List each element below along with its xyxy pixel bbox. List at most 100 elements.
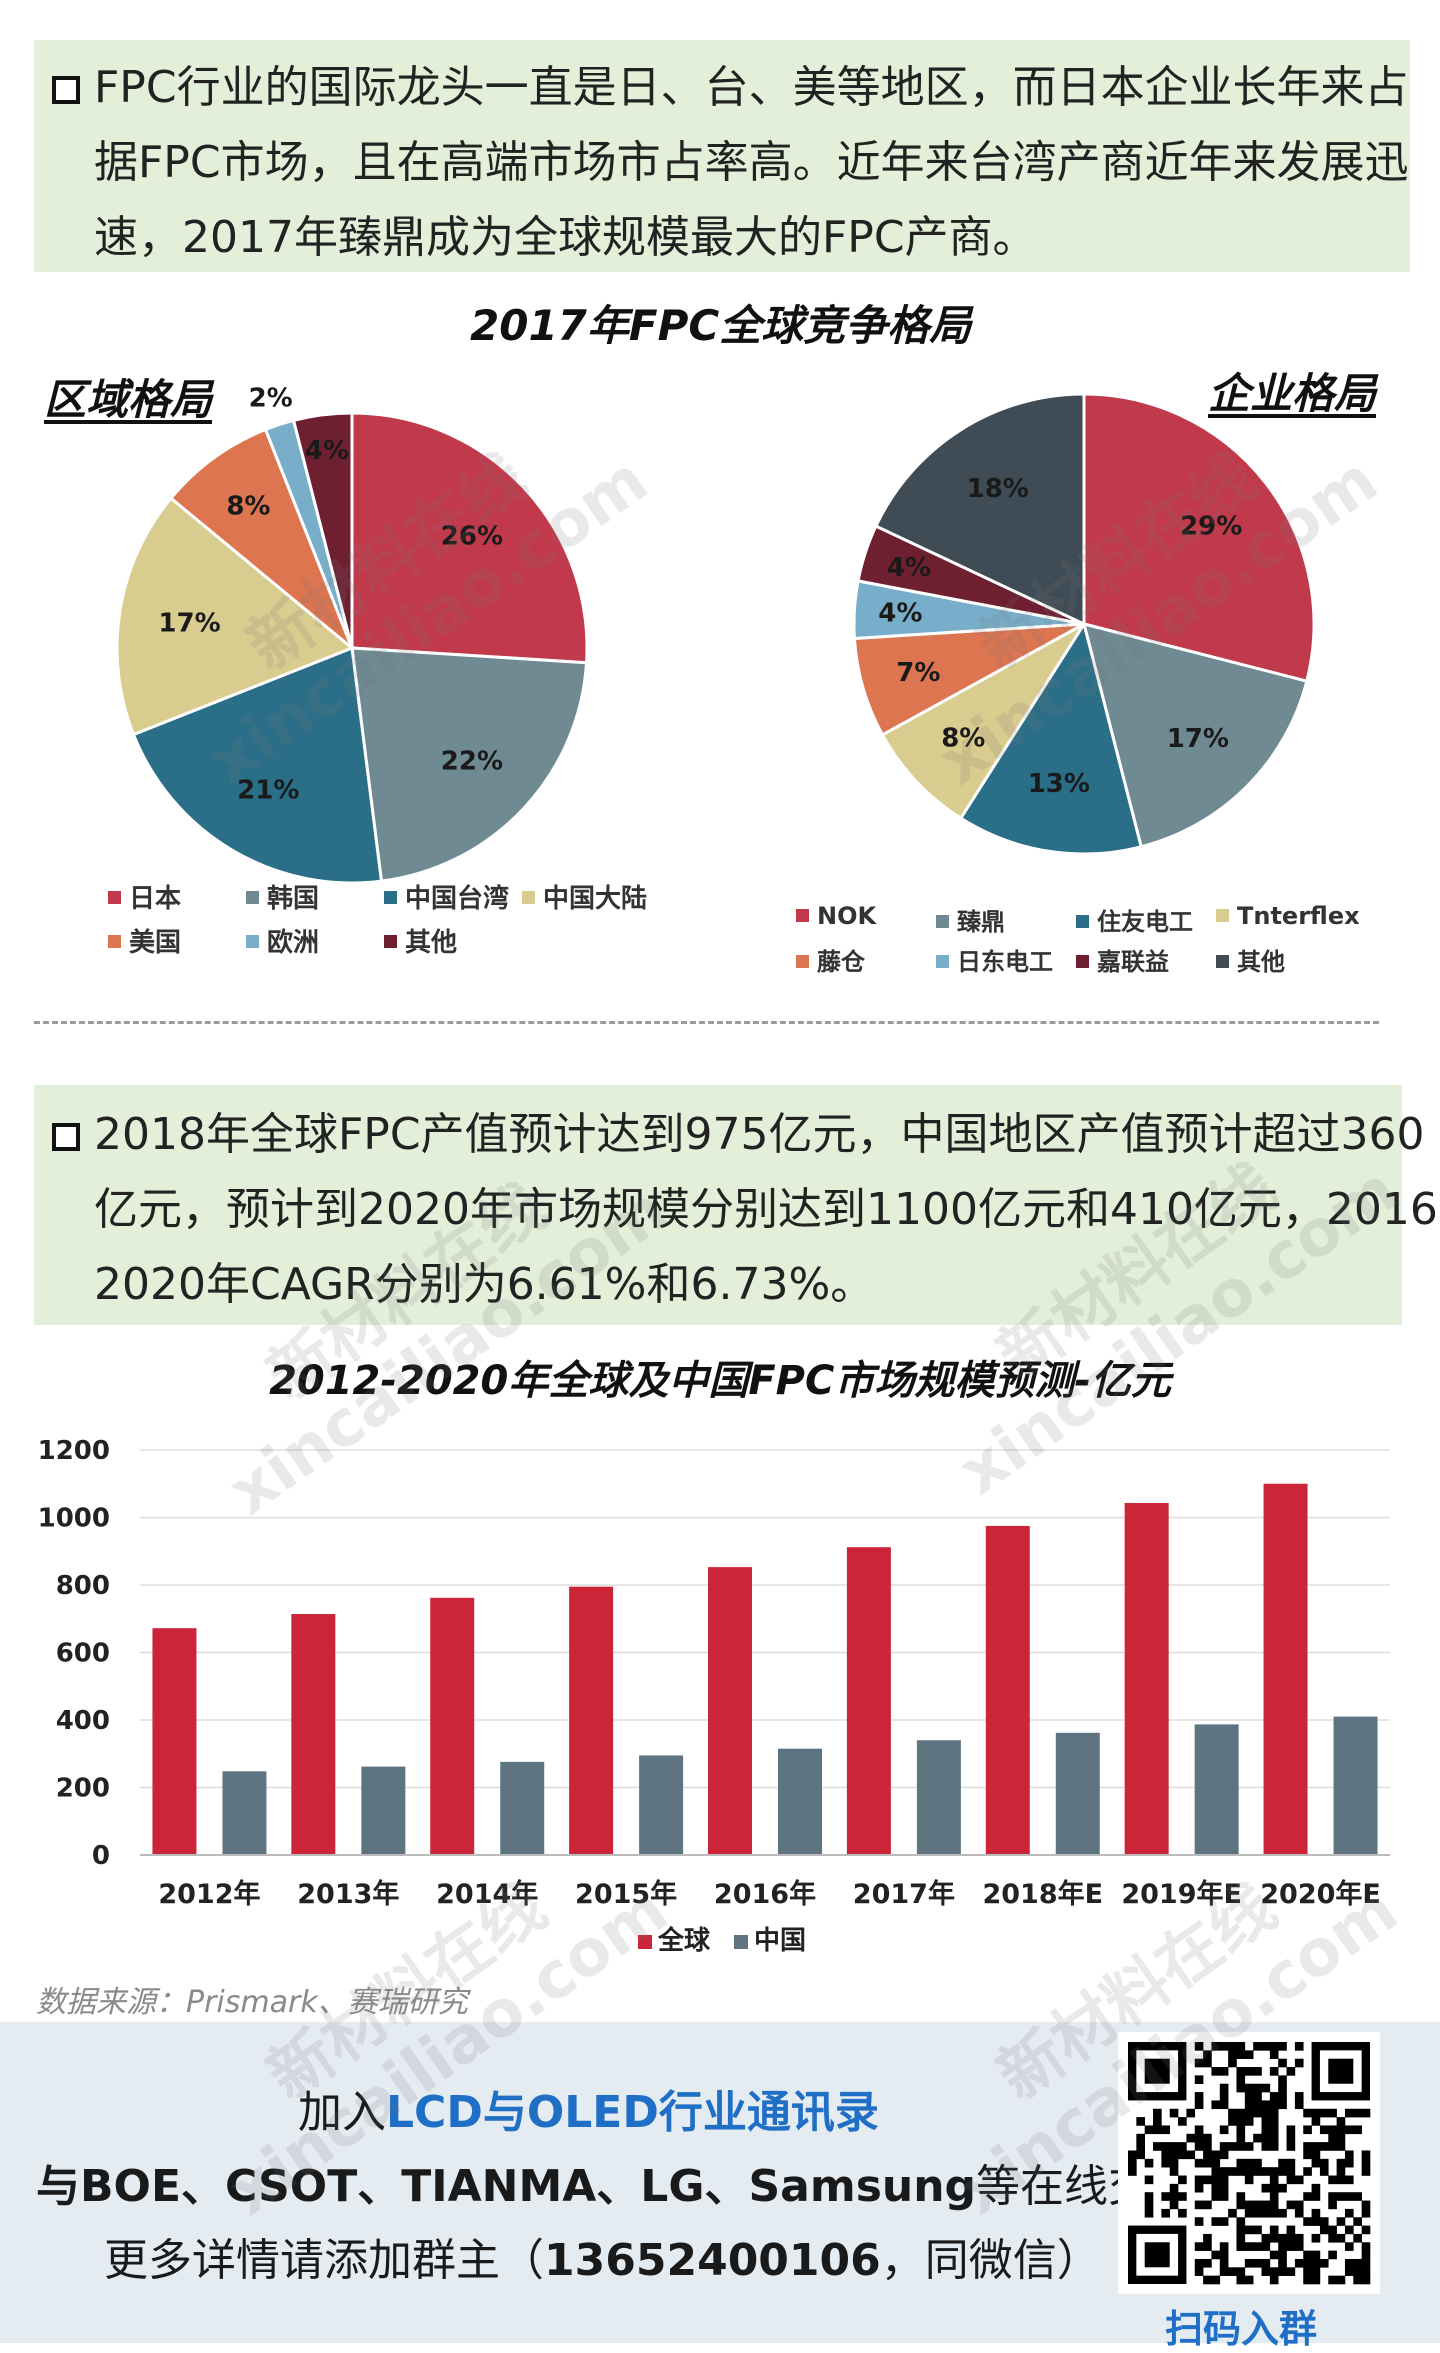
bar-china [500, 1761, 545, 1855]
legend-swatch [734, 1935, 748, 1949]
pie-data-label: 8% [226, 491, 270, 521]
region-chart-label: 区域格局 [44, 375, 213, 424]
bar-china [1333, 1716, 1378, 1855]
company-chart-label: 企业格局 [1208, 369, 1377, 418]
legend-item: 其他 [384, 922, 457, 959]
x-tick-label: 2016年 [714, 1878, 816, 1910]
intro-1-line-3: 速，2017年臻鼎成为全球规模最大的FPC产商。 [94, 212, 1037, 263]
pie-slice [1082, 392, 1316, 684]
legend-item: 嘉联益 [1076, 942, 1169, 977]
legend-item: 韩国 [246, 878, 319, 915]
x-tick-label: 2014年 [436, 1878, 538, 1910]
legend-swatch [384, 891, 397, 904]
y-tick-label: 200 [56, 1774, 110, 1804]
bar-china [222, 1771, 267, 1855]
legend-swatch [1076, 954, 1089, 968]
legend-item: Tnterflex [1216, 902, 1360, 930]
pie-slice [131, 645, 384, 885]
legend-label: 中国 [754, 1926, 806, 1956]
intro-2-line-2: 亿元，预计到2020年市场规模分别达到1100亿元和410亿元，2016- [94, 1184, 1440, 1235]
legend-swatch [522, 891, 535, 904]
legend-label: 臻鼎 [957, 908, 1005, 936]
legend-swatch [1216, 954, 1229, 968]
legend-label: 全球 [657, 1925, 711, 1956]
fpc-market-bar-chart: 0 200 400 600 800 1000 1200 2012年 2013年 2014年 2015… [38, 1436, 1390, 1956]
legend-swatch [384, 935, 397, 948]
legend-swatch [246, 891, 259, 904]
legend-item: 其他 [1216, 942, 1285, 977]
pie-data-label: 4% [878, 598, 922, 628]
pie-slice [880, 622, 1086, 821]
pie-slice [115, 496, 355, 737]
intro-1: FPC行业的国际龙头一直是日、台、美等地区，而日本企业长年来占 据FPC市场，且… [52, 50, 1412, 280]
pie-data-label: 2% [249, 384, 293, 414]
legend-label: 其他 [405, 928, 458, 958]
pie-slice [852, 622, 1085, 737]
data-source: 数据来源：Prismark、赛瑞研究 [36, 1985, 468, 2020]
intro-1-line-2: 据FPC市场，且在高端市场市占率高。近年来台湾产商近年来发展迅 [94, 137, 1409, 188]
legend-label: 日本 [129, 884, 182, 914]
footer-line-3-suffix: ，同微信） [880, 2235, 1101, 2286]
bar-global [569, 1586, 614, 1855]
intro-2: 2018年全球FPC产值预计达到975亿元，中国地区产值预计超过360 亿元，预… [52, 1097, 1440, 1327]
intro-box-2 [34, 1085, 1402, 1325]
x-tick-label: 2012年 [158, 1878, 260, 1910]
qr-code-icon[interactable] [1118, 2032, 1380, 2294]
legend-label: 中国大陆 [543, 884, 648, 914]
pie-data-label: 29% [1180, 511, 1242, 541]
pie-data-label: 22% [441, 747, 503, 777]
bullet-square-icon [52, 76, 80, 104]
bar-global [985, 1525, 1030, 1855]
legend-swatch [1216, 908, 1229, 922]
bar-global [1124, 1502, 1169, 1855]
intro-2-line-3: 2020年CAGR分别为6.61%和6.73%。 [94, 1259, 875, 1310]
company-legend: NOK 臻鼎 住友电工 Tnterflex 藤仓 日东电工 嘉联益 其他 [796, 902, 1396, 982]
qr-code-label: 扫码入群 [1165, 2307, 1318, 2351]
intro-2-line-1: 2018年全球FPC产值预计达到975亿元，中国地区产值预计超过360 [94, 1109, 1425, 1160]
x-tick-label: 2019年E [1121, 1878, 1242, 1910]
legend-label: 欧洲 [267, 928, 320, 958]
legend-swatch [936, 914, 949, 928]
footer-line-1: 加入LCD与OLED行业通讯录 [298, 2076, 879, 2140]
y-tick-label: 1200 [38, 1436, 110, 1466]
pie-section-title: 2017年FPC全球竞争格局 [470, 301, 972, 350]
legend-item: NOK [796, 902, 876, 930]
bar-global [291, 1614, 336, 1855]
company-pie-chart: 29% 17% 13% 8% 7% 4% 4% 18% [852, 392, 1316, 856]
legend-label: 其他 [1237, 948, 1285, 976]
pie-slice [291, 411, 354, 649]
legend-item: 住友电工 [1076, 902, 1193, 937]
pie-slice [350, 646, 589, 883]
bar-china [639, 1755, 684, 1855]
legend-swatch [108, 935, 121, 948]
bullet-square-icon [52, 1123, 80, 1151]
pie-slice [958, 620, 1144, 856]
legend-label: NOK [817, 902, 877, 930]
x-tick-label: 2013年 [297, 1878, 399, 1910]
pie-data-label: 21% [237, 776, 299, 806]
legend-swatch [638, 1935, 652, 1949]
x-tick-label: 2015年 [575, 1878, 677, 1910]
footer-line-3-prefix: 更多详情请添加群主（ [104, 2235, 544, 2286]
legend-swatch [108, 891, 121, 904]
pie-data-label: 4% [887, 553, 931, 583]
legend-item: 美国 [108, 922, 181, 959]
y-tick-label: 0 [92, 1841, 110, 1871]
y-tick-label: 600 [56, 1639, 110, 1669]
legend-item: 藤仓 [796, 942, 865, 977]
bar-china [1055, 1732, 1100, 1855]
footer-companies: 与BOE、CSOT、TIANMA、LG、Samsung [36, 2161, 977, 2212]
y-tick-label: 1000 [38, 1504, 110, 1534]
y-tick-label: 800 [56, 1571, 110, 1601]
legend-label: 嘉联益 [1097, 948, 1169, 976]
pie-data-label: 13% [1028, 769, 1090, 799]
intro-1-line-1: FPC行业的国际龙头一直是日、台、美等地区，而日本企业长年来占 [94, 62, 1409, 113]
legend-item: 臻鼎 [936, 902, 1005, 937]
y-tick-label: 400 [56, 1706, 110, 1736]
pie-data-label: 17% [1167, 724, 1229, 754]
region-pie-chart: 26% 22% 21% 17% 8% 2% 4% [115, 384, 589, 885]
pie-data-label: 8% [941, 723, 985, 753]
legend-swatch [936, 954, 949, 968]
footer-directory-link[interactable]: LCD与OLED行业通讯录 [386, 2087, 879, 2138]
legend-swatch [796, 908, 809, 922]
